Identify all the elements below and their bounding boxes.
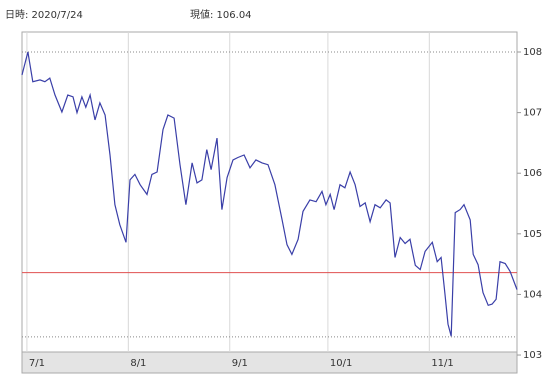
price-line <box>21 51 518 337</box>
x-tick-label: 7/1 <box>29 358 45 369</box>
x-tick-label: 9/1 <box>232 358 248 369</box>
x-tick-label: 11/1 <box>431 358 453 369</box>
plot-area <box>21 31 518 353</box>
y-tick-label: 106 <box>523 168 542 179</box>
y-tick-label: 103 <box>523 350 542 361</box>
x-tick-label: 8/1 <box>130 358 146 369</box>
y-tick-label: 105 <box>523 229 542 240</box>
price-label: 現値: 106.04 <box>190 8 252 21</box>
x-axis-band <box>21 351 518 374</box>
date-label: 日時: 2020/7/24 <box>5 9 83 21</box>
y-tick-label: 108 <box>523 47 542 58</box>
y-tick-label: 107 <box>523 108 542 119</box>
x-tick-label: 10/1 <box>330 358 352 369</box>
y-tick-label: 104 <box>523 289 542 300</box>
